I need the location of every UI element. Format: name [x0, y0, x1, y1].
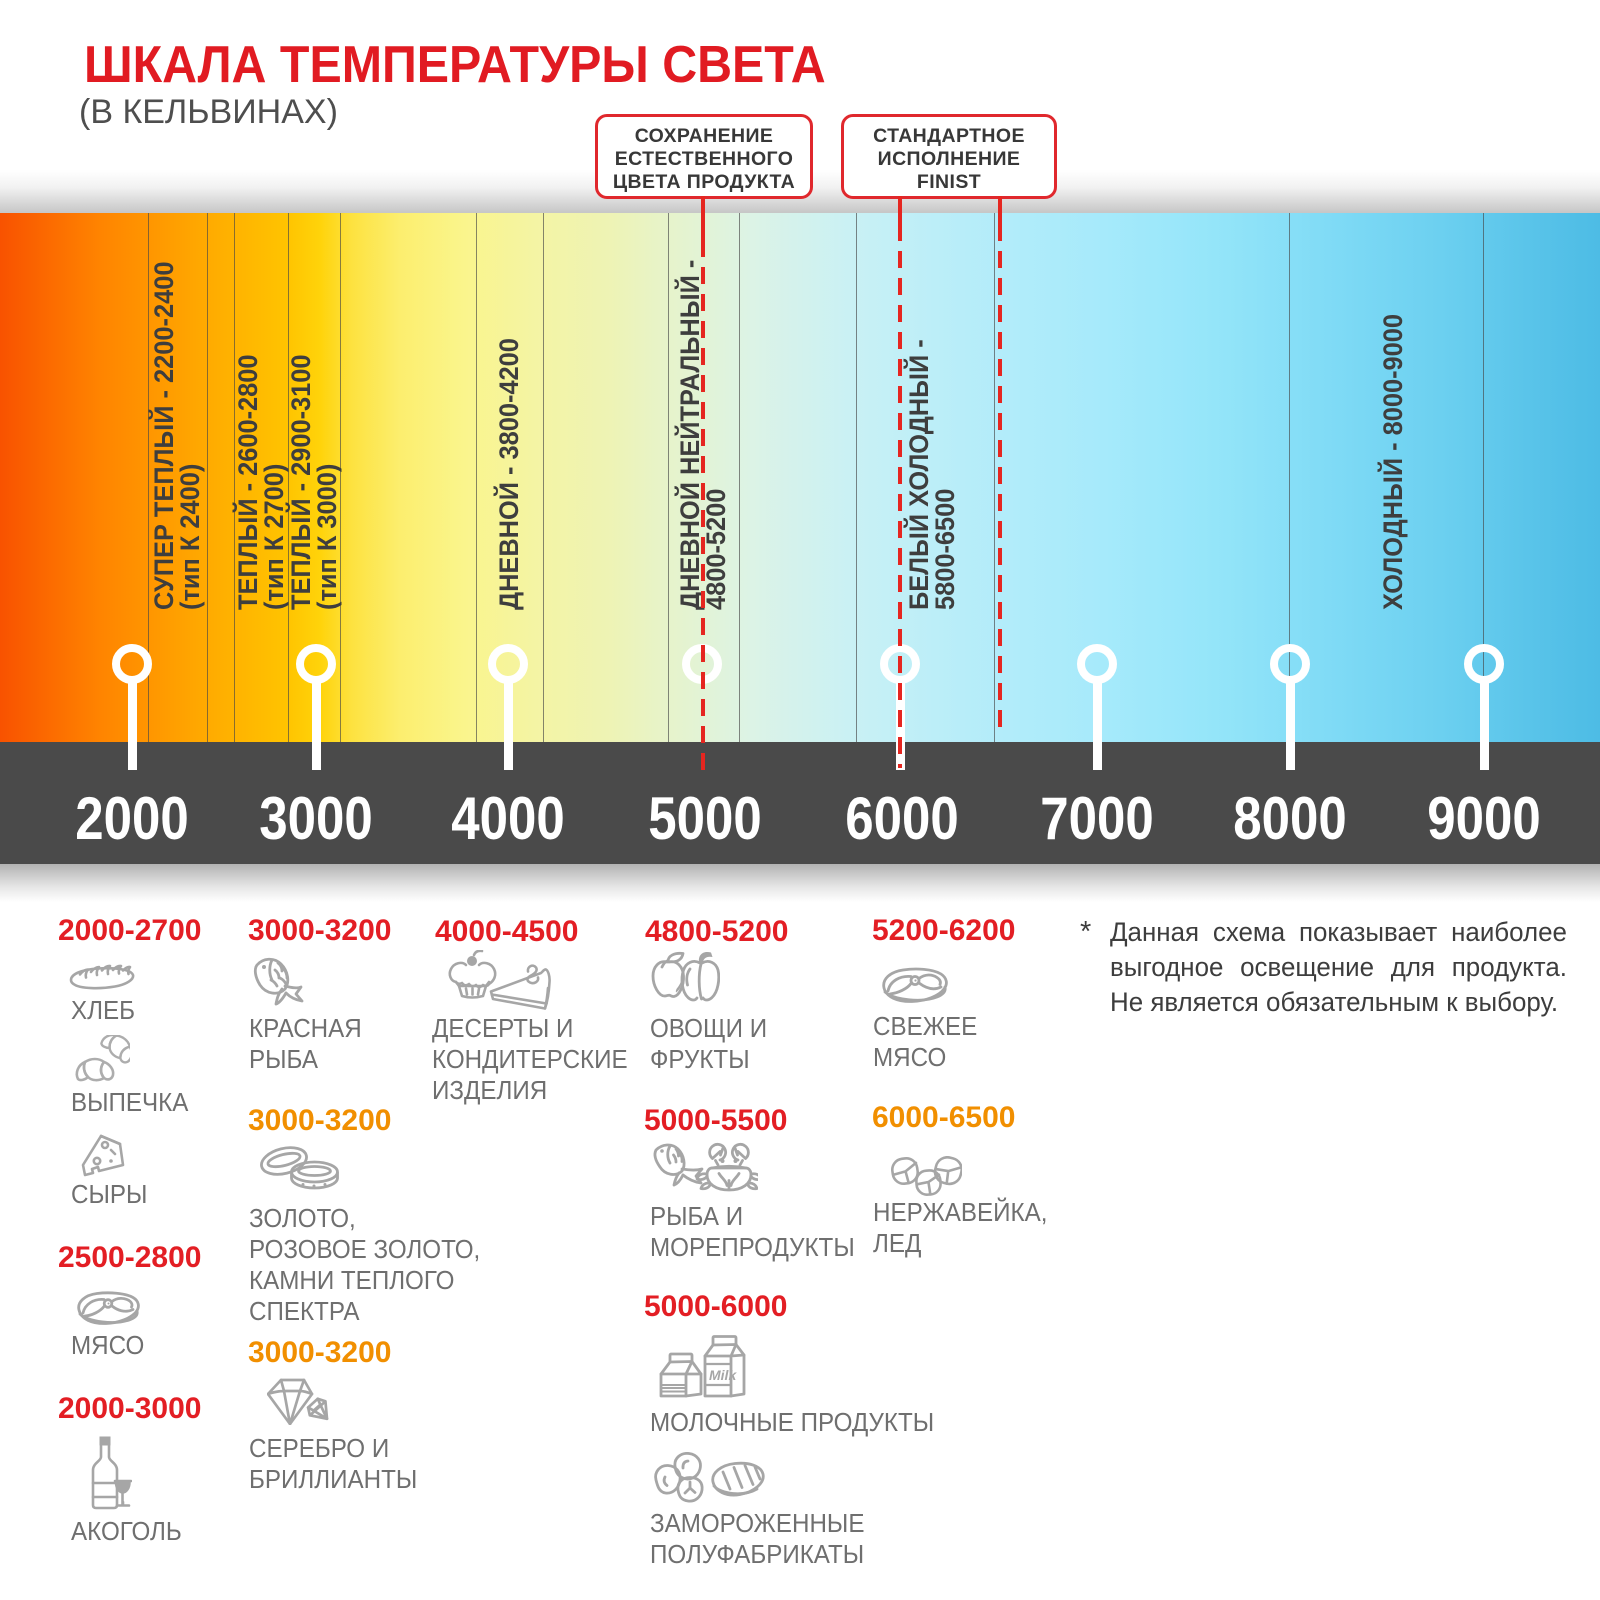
svg-text:Milk: Milk	[709, 1367, 737, 1383]
